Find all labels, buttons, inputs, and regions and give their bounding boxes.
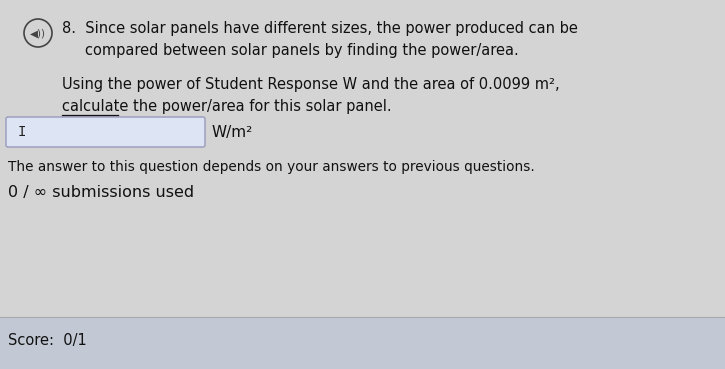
- Text: calculate the power/area for this solar panel.: calculate the power/area for this solar …: [62, 100, 392, 114]
- FancyBboxPatch shape: [0, 317, 725, 369]
- Text: 0 / ∞ submissions used: 0 / ∞ submissions used: [8, 184, 194, 200]
- Text: ◀)): ◀)): [30, 28, 46, 38]
- Text: The answer to this question depends on your answers to previous questions.: The answer to this question depends on y…: [8, 160, 535, 174]
- FancyBboxPatch shape: [6, 117, 205, 147]
- Text: Score:  0/1: Score: 0/1: [8, 334, 87, 348]
- Text: I: I: [18, 125, 26, 139]
- Text: 8.  Since solar panels have different sizes, the power produced can be: 8. Since solar panels have different siz…: [62, 21, 578, 37]
- Text: W/m²: W/m²: [212, 124, 253, 139]
- Text: compared between solar panels by finding the power/area.: compared between solar panels by finding…: [85, 44, 519, 59]
- Text: Using the power of Student Response W and the area of 0.0099 m²,: Using the power of Student Response W an…: [62, 76, 560, 92]
